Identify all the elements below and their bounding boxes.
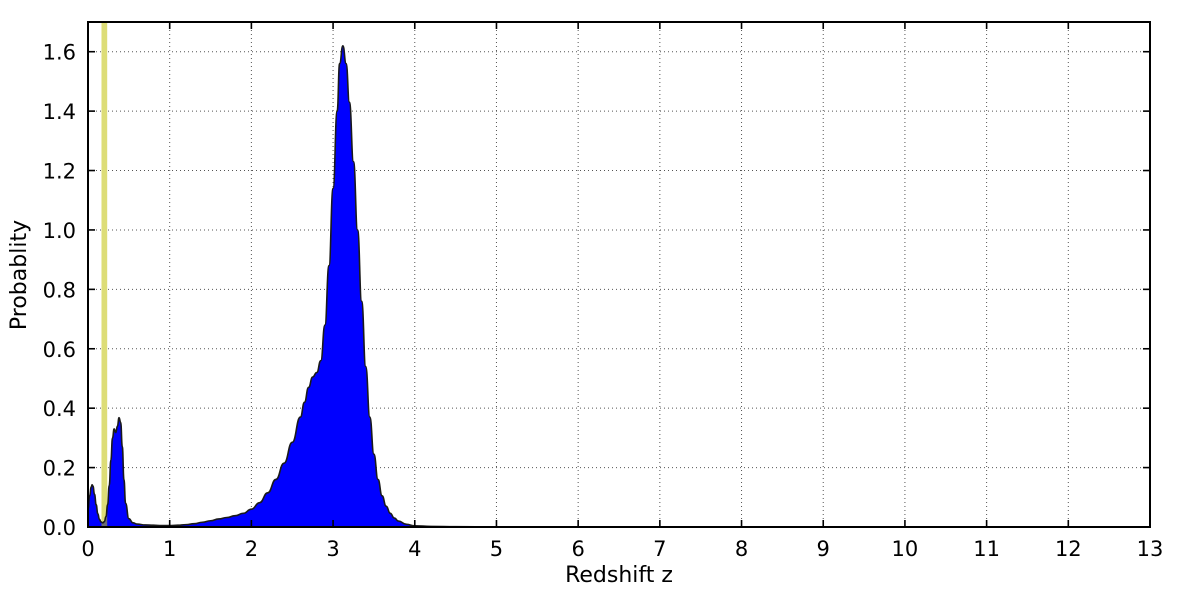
plot-background xyxy=(88,22,1150,527)
y-tick-label: 0.6 xyxy=(43,338,76,362)
x-tick-label: 0 xyxy=(81,537,94,561)
series-area-fill xyxy=(88,45,1150,527)
highlight-band xyxy=(101,22,108,527)
x-tick-label: 1 xyxy=(163,537,176,561)
y-tick-label: 0.2 xyxy=(43,457,76,481)
plot-frame xyxy=(87,21,1151,528)
x-tick-label: 3 xyxy=(326,537,339,561)
x-axis-tick-labels: 0 1 2 3 4 5 6 7 8 9 10 11 12 13 xyxy=(81,537,1163,561)
x-tick-label: 8 xyxy=(735,537,748,561)
x-tick-label: 2 xyxy=(245,537,258,561)
x-tick-label: 7 xyxy=(653,537,666,561)
highlight-band-rect xyxy=(101,22,108,527)
y-axis-title: Probablity xyxy=(7,220,32,330)
y-tick-label: 0.0 xyxy=(43,516,76,540)
y-tick-label: 1.4 xyxy=(43,100,76,124)
y-tick-label: 1.2 xyxy=(43,160,76,184)
x-tick-label: 4 xyxy=(408,537,421,561)
series-area-overlap-fill xyxy=(101,506,108,527)
y-tick-label: 0.4 xyxy=(43,397,76,421)
y-tick-label: 0.8 xyxy=(43,278,76,302)
x-tick-label: 6 xyxy=(571,537,584,561)
x-tick-label: 12 xyxy=(1055,537,1082,561)
y-tick-label: 1.6 xyxy=(43,41,76,65)
gridlines xyxy=(88,22,1150,527)
x-tick-label: 5 xyxy=(490,537,503,561)
x-tick-label: 11 xyxy=(973,537,1000,561)
x-tick-label: 13 xyxy=(1137,537,1164,561)
series-group xyxy=(88,44,1150,527)
x-tick-label: 10 xyxy=(892,537,919,561)
x-tick-label: 9 xyxy=(817,537,830,561)
x-axis-title: Redshift z xyxy=(565,563,673,588)
y-axis-tick-labels: 0.0 0.2 0.4 0.6 0.8 1.0 1.2 1.4 1.6 xyxy=(43,41,76,540)
series-band-overlap xyxy=(101,506,108,527)
series-outline xyxy=(88,44,1150,527)
y-tick-label: 1.0 xyxy=(43,219,76,243)
